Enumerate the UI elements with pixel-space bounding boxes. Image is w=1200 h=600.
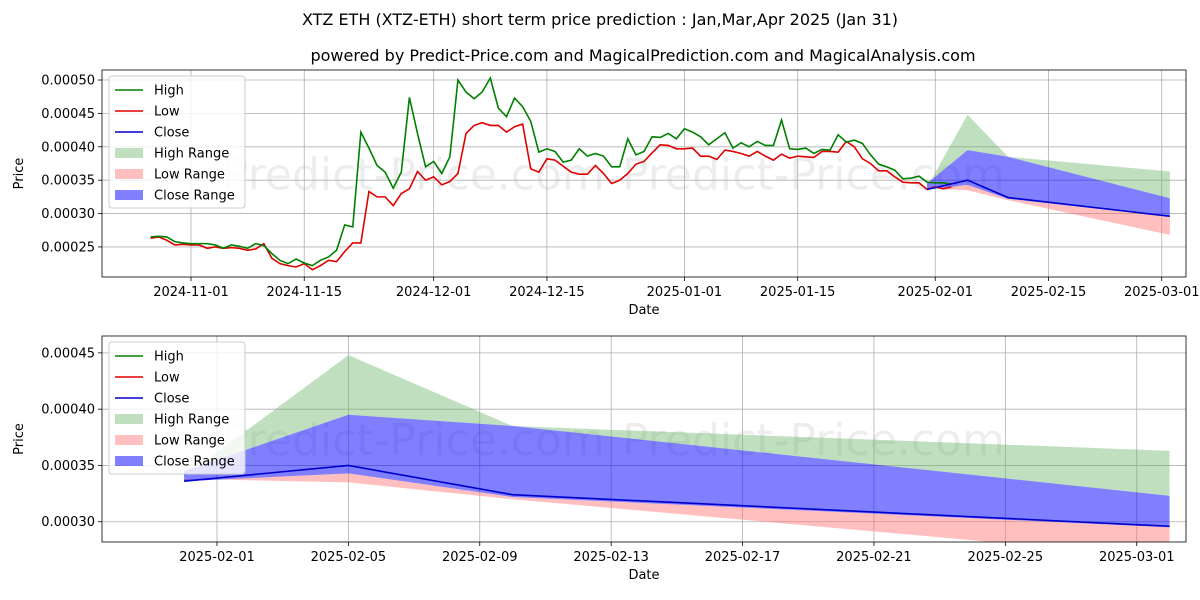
legend-low-range-label: Low Range <box>154 434 225 449</box>
low-series-line <box>150 121 952 271</box>
legend-low-label: Low <box>154 105 180 120</box>
plot-area <box>184 355 1170 542</box>
high-range-band <box>927 114 1170 199</box>
y-tick-label: 0.00030 <box>41 515 95 530</box>
x-tick-label: 2025-02-13 <box>573 550 649 565</box>
legend-high-range-swatch <box>115 414 143 424</box>
y-axis-label: Price <box>12 423 27 455</box>
y-tick-label: 0.00030 <box>41 207 95 222</box>
x-tick-label: 2025-02-15 <box>1011 285 1087 300</box>
x-axis-label: Date <box>628 568 659 583</box>
x-tick-label: 2025-02-01 <box>897 285 973 300</box>
bottom-panel: Predict-Price.comPredict-Price.com2025-0… <box>12 335 1187 583</box>
legend: High Low Close High Range Low Range Close Ran… <box>108 75 246 209</box>
legend-close-range-label: Close Range <box>154 455 235 470</box>
legend-high-label: High <box>154 350 184 365</box>
x-tick-label: 2025-02-09 <box>442 550 518 565</box>
x-tick-label: 2025-03-01 <box>1124 285 1200 300</box>
close-range-band <box>184 414 1170 528</box>
x-tick-label: 2025-02-25 <box>968 550 1044 565</box>
x-tick-label: 2025-02-01 <box>179 550 255 565</box>
legend-close-label: Close <box>154 126 189 141</box>
y-tick-label: 0.00045 <box>41 107 95 122</box>
y-tick-label: 0.00050 <box>41 74 95 89</box>
x-tick-label: 2024-12-01 <box>396 285 472 300</box>
watermark-text: Predict-Price.com <box>222 150 605 201</box>
y-tick-label: 0.00035 <box>41 459 95 474</box>
x-tick-label: 2024-11-01 <box>153 285 229 300</box>
legend-low-range-swatch <box>115 169 143 179</box>
y-tick-label: 0.00040 <box>41 140 95 155</box>
x-tick-label: 2024-12-15 <box>509 285 585 300</box>
legend-close-label: Close <box>154 392 189 407</box>
x-tick-label: 2025-02-21 <box>836 550 912 565</box>
legend-high-range-label: High Range <box>154 413 229 428</box>
legend-close-range-swatch <box>115 456 143 466</box>
x-tick-label: 2025-02-05 <box>311 550 387 565</box>
legend-box <box>108 75 246 209</box>
plot-area <box>150 75 1170 271</box>
x-tick-label: 2025-03-01 <box>1099 550 1175 565</box>
legend-high-range-label: High Range <box>154 147 229 162</box>
x-tick-label: 2025-02-17 <box>705 550 781 565</box>
y-tick-label: 0.00040 <box>41 403 95 418</box>
legend-high-range-swatch <box>115 148 143 158</box>
legend: High Low Close High Range Low Range Close Ran… <box>108 341 246 475</box>
close-series-line <box>184 464 1170 528</box>
legend-box <box>108 341 246 475</box>
legend-close-range-label: Close Range <box>154 189 235 204</box>
legend-low-range-swatch <box>115 435 143 445</box>
y-tick-label: 0.00035 <box>41 174 95 189</box>
chart-title: XTZ ETH (XTZ-ETH) short term price predi… <box>302 10 898 29</box>
legend-low-range-label: Low Range <box>154 168 225 183</box>
legend-high-label: High <box>154 84 184 99</box>
x-tick-label: 2025-01-15 <box>760 285 836 300</box>
x-axis-label: Date <box>628 303 659 318</box>
y-tick-label: 0.00045 <box>41 346 95 361</box>
legend-low-label: Low <box>154 371 180 386</box>
low-range-band <box>184 473 1170 542</box>
chart-subtitle: powered by Predict-Price.com and Magical… <box>310 46 975 65</box>
x-tick-label: 2025-01-01 <box>647 285 723 300</box>
close-range-band <box>927 150 1170 217</box>
y-axis-label: Price <box>12 158 27 190</box>
plot-frame <box>101 335 1187 543</box>
plot-frame <box>101 69 1187 278</box>
high-series-line <box>150 75 952 267</box>
y-tick-label: 0.00025 <box>41 240 95 255</box>
top-panel: Predict-Price.com Predict-Price.com 2024-1… <box>12 69 1200 318</box>
legend-close-range-swatch <box>115 190 143 200</box>
x-tick-label: 2024-11-15 <box>266 285 342 300</box>
high-range-band <box>184 355 1170 496</box>
close-series-line <box>926 179 1170 218</box>
